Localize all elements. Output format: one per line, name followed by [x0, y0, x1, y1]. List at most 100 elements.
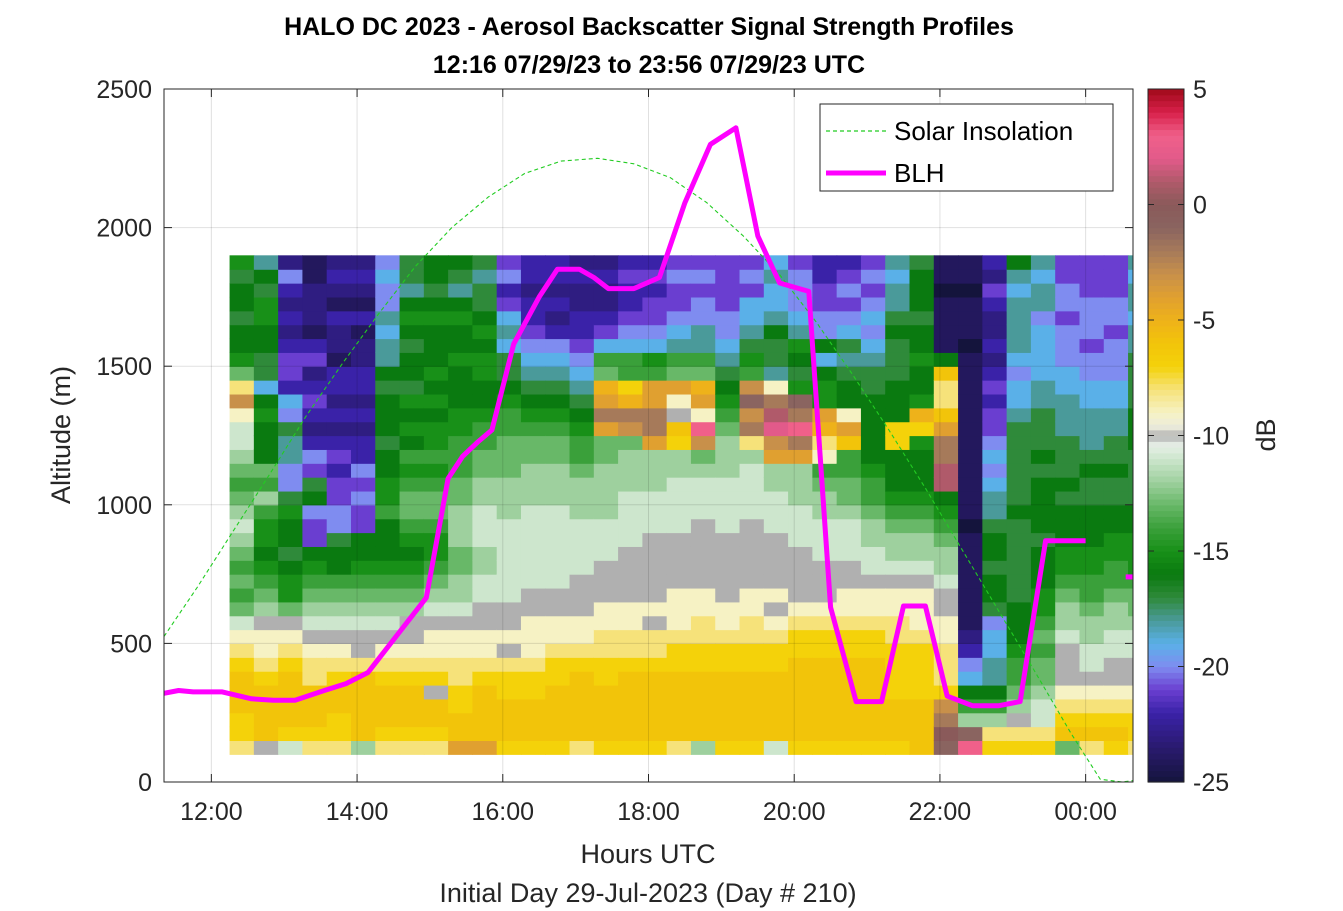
heatmap-cell [520, 407, 546, 423]
heatmap-cell [642, 532, 668, 547]
heatmap-cell [933, 532, 959, 547]
heatmap-cell [229, 518, 255, 534]
heatmap-cell [399, 449, 425, 464]
heatmap-cell [933, 518, 959, 534]
heatmap-cell [302, 380, 328, 395]
heatmap-cell [496, 671, 522, 686]
heatmap-cell [739, 518, 765, 534]
heatmap-cell [958, 574, 983, 589]
heatmap-cell [860, 671, 886, 686]
colorbar-segment [1148, 522, 1184, 529]
heatmap-cell [1006, 726, 1032, 742]
heatmap-cell [569, 352, 595, 367]
heatmap-cell [909, 643, 935, 658]
heatmap-cell [1030, 671, 1056, 686]
heatmap-cell [690, 449, 716, 464]
heatmap-cell [253, 380, 279, 395]
heatmap-cell [860, 684, 886, 700]
heatmap-cell [520, 629, 546, 644]
colorbar-segment [1148, 418, 1184, 425]
heatmap-cell [326, 310, 352, 326]
colorbar-segment [1148, 435, 1184, 442]
colorbar-segment [1148, 320, 1184, 327]
heatmap-cell [302, 352, 328, 367]
heatmap-cell [763, 574, 789, 589]
heatmap-cell [666, 629, 692, 644]
heatmap-cell [278, 338, 304, 353]
heatmap-cell [982, 477, 1008, 492]
heatmap-cell [253, 490, 279, 506]
heatmap-cell [860, 629, 886, 644]
heatmap-cell [302, 587, 328, 603]
heatmap-cell [350, 435, 376, 450]
heatmap-cell [763, 283, 789, 298]
heatmap-cell [569, 393, 595, 409]
heatmap-cell [1128, 255, 1133, 270]
colorbar-segment [1148, 273, 1184, 281]
heatmap-cell [326, 629, 352, 644]
heatmap-cell [618, 463, 643, 478]
heatmap-cell [496, 712, 522, 728]
heatmap-cell [472, 338, 498, 353]
heatmap-cell [666, 255, 692, 270]
heatmap-cell [520, 324, 546, 340]
heatmap-cell [350, 380, 376, 395]
colorbar-segment [1148, 770, 1184, 777]
heatmap-cell [788, 684, 813, 700]
heatmap-cell [885, 324, 911, 340]
colorbar-segment [1148, 620, 1184, 627]
heatmap-cell [1030, 393, 1056, 409]
heatmap-cell [569, 477, 595, 492]
heatmap-cell [885, 463, 911, 478]
heatmap-cell [812, 449, 838, 464]
heatmap-cell [1055, 477, 1081, 492]
heatmap-cell [666, 574, 692, 589]
heatmap-cell [1079, 601, 1105, 617]
heatmap-cell [885, 296, 911, 312]
heatmap-cell [229, 477, 255, 492]
heatmap-cell [909, 435, 935, 450]
heatmap-cell [545, 504, 571, 520]
colorbar-segment [1148, 348, 1184, 356]
heatmap-cell [520, 684, 546, 700]
heatmap-cell [739, 643, 765, 658]
heatmap-cell [569, 712, 595, 728]
heatmap-cell [1103, 449, 1129, 464]
heatmap-cell [302, 671, 328, 686]
heatmap-cell [666, 407, 692, 423]
colorbar-segment [1148, 683, 1184, 691]
colorbar-tick-label: -5 [1193, 307, 1215, 335]
heatmap-cell [593, 587, 619, 603]
heatmap-cell [836, 546, 862, 561]
heatmap-cell [885, 671, 911, 686]
heatmap-cell [229, 463, 255, 478]
heatmap-cell [642, 740, 668, 755]
heatmap-cell [1055, 504, 1081, 520]
heatmap-cell [326, 352, 352, 367]
heatmap-cell [350, 255, 376, 270]
heatmap-cell [739, 477, 765, 492]
heatmap-cell [448, 407, 473, 423]
heatmap-cell [618, 435, 643, 450]
heatmap-cell [472, 490, 498, 506]
heatmap-cell [690, 546, 716, 561]
heatmap-cell [545, 712, 571, 728]
heatmap-cell [569, 490, 595, 506]
colorbar-segment [1148, 395, 1184, 402]
heatmap-cell [326, 324, 352, 340]
heatmap-cell [569, 296, 595, 312]
heatmap-cell [715, 380, 741, 395]
heatmap-cell [642, 643, 668, 658]
heatmap-cell [545, 380, 571, 395]
heatmap-cell [812, 657, 838, 672]
heatmap-cell [1030, 574, 1056, 589]
heatmap-cell [836, 629, 862, 644]
heatmap-cell [1079, 380, 1105, 395]
heatmap-cell [982, 490, 1008, 506]
heatmap-cell [982, 601, 1008, 617]
heatmap-cell [885, 587, 911, 603]
blh-line [164, 125, 1086, 709]
heatmap-cell [1055, 587, 1081, 603]
heatmap-cell [423, 477, 449, 492]
heatmap-cell [448, 393, 473, 409]
